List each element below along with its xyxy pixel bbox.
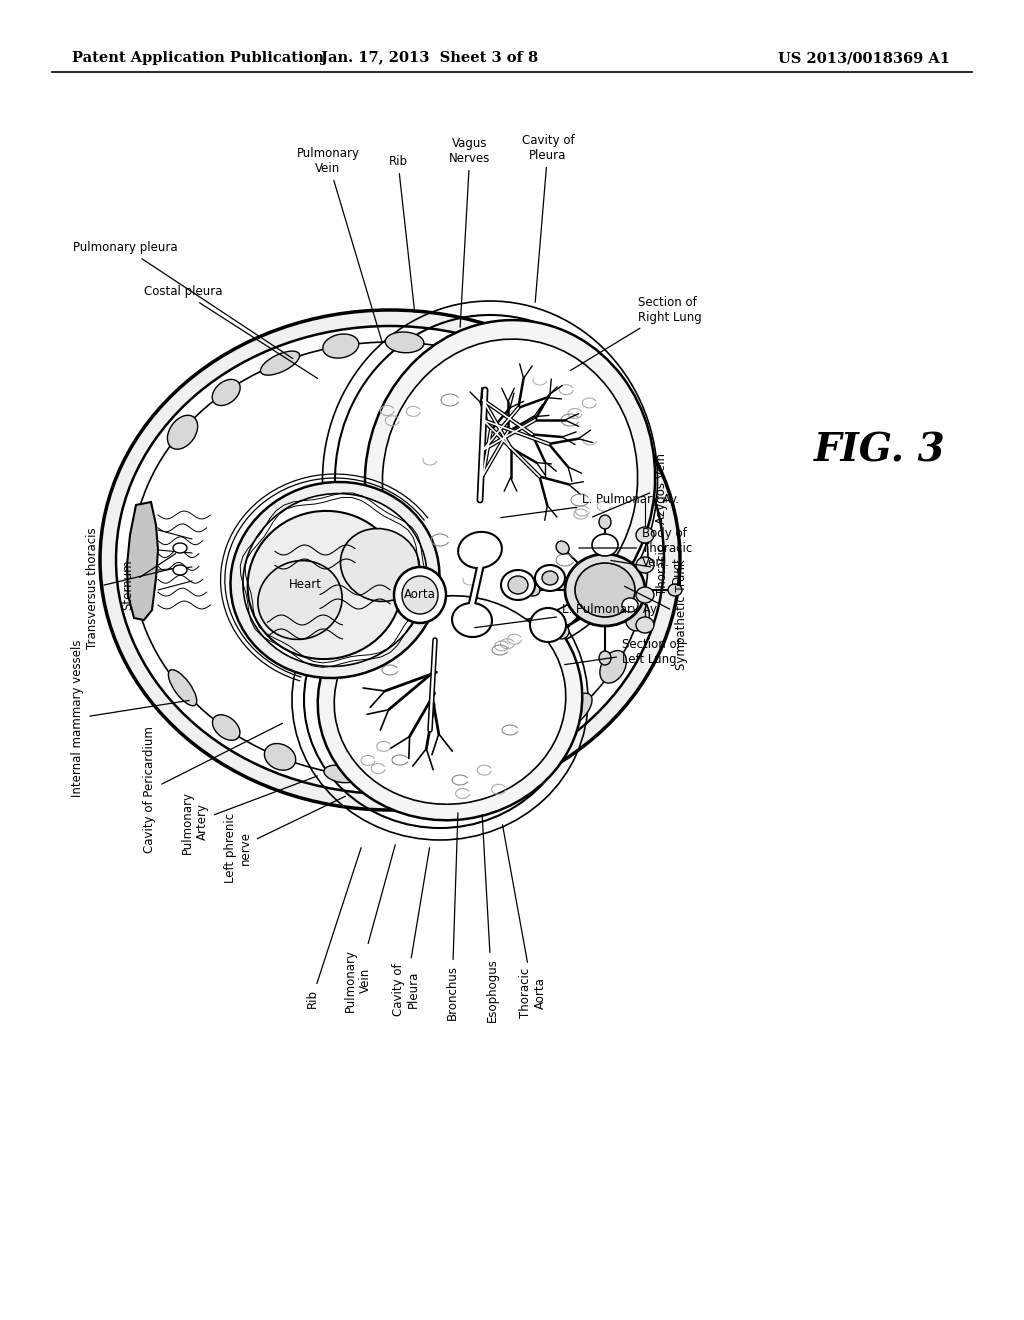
Text: Thoracic
Aorta: Thoracic Aorta (503, 825, 547, 1018)
Ellipse shape (556, 626, 569, 639)
Text: L. Pulmonary Ay.: L. Pulmonary Ay. (475, 603, 659, 627)
Text: Cavity of Pericardium: Cavity of Pericardium (143, 723, 283, 854)
Ellipse shape (668, 583, 682, 597)
Ellipse shape (599, 515, 611, 529)
Ellipse shape (382, 339, 638, 620)
Text: Aorta: Aorta (404, 589, 436, 602)
Text: L. Pulmonary Ay.: L. Pulmonary Ay. (501, 494, 679, 517)
Text: FIG. 3: FIG. 3 (814, 432, 946, 469)
Text: Sympathetic Trunk: Sympathetic Trunk (625, 560, 688, 671)
Ellipse shape (100, 310, 680, 810)
Ellipse shape (264, 743, 296, 770)
Ellipse shape (510, 733, 542, 756)
Ellipse shape (385, 766, 424, 789)
Ellipse shape (385, 331, 424, 352)
Text: Pulmonary pleura: Pulmonary pleura (74, 242, 293, 359)
Ellipse shape (636, 527, 654, 543)
Ellipse shape (212, 379, 241, 405)
Ellipse shape (452, 603, 492, 638)
Ellipse shape (542, 572, 558, 585)
Ellipse shape (600, 651, 627, 684)
Ellipse shape (560, 395, 590, 424)
Ellipse shape (501, 570, 535, 601)
Text: Section of
Right Lung: Section of Right Lung (570, 296, 701, 371)
Ellipse shape (453, 341, 482, 363)
Ellipse shape (365, 321, 655, 640)
Ellipse shape (402, 576, 438, 614)
Text: Azygos Vein: Azygos Vein (593, 453, 668, 524)
Ellipse shape (243, 494, 427, 667)
Text: Vagus
Nerves: Vagus Nerves (450, 137, 490, 327)
Ellipse shape (575, 564, 635, 616)
Ellipse shape (168, 669, 197, 706)
Text: Thoracic
Duct: Thoracic Duct (610, 545, 684, 595)
Text: Esophogus: Esophogus (482, 814, 499, 1022)
Ellipse shape (394, 568, 446, 623)
Ellipse shape (340, 528, 420, 602)
Ellipse shape (508, 576, 528, 594)
Text: Rib: Rib (305, 847, 361, 1008)
Ellipse shape (600, 436, 626, 471)
Text: Rib: Rib (388, 154, 415, 313)
Text: Pulmonary
Vein: Pulmonary Vein (344, 845, 395, 1012)
Ellipse shape (530, 609, 566, 642)
Ellipse shape (230, 482, 439, 678)
Ellipse shape (626, 602, 649, 631)
Text: Transversus thoracis: Transversus thoracis (85, 527, 172, 649)
Ellipse shape (248, 511, 402, 659)
Text: Section of
Left Lung: Section of Left Lung (565, 638, 681, 667)
Ellipse shape (212, 714, 240, 741)
Text: Body of
Thoracic
Vert.: Body of Thoracic Vert. (579, 527, 692, 569)
Text: Left phrenic
nerve: Left phrenic nerve (224, 796, 345, 883)
Polygon shape (127, 502, 158, 620)
Ellipse shape (636, 557, 654, 573)
Ellipse shape (334, 595, 566, 804)
Text: Bronchus: Bronchus (445, 813, 459, 1020)
Ellipse shape (173, 543, 187, 553)
Text: Heart: Heart (289, 578, 322, 591)
Ellipse shape (556, 541, 569, 554)
Ellipse shape (526, 583, 540, 597)
Ellipse shape (458, 532, 502, 568)
Ellipse shape (116, 326, 664, 795)
Ellipse shape (599, 651, 611, 665)
Ellipse shape (622, 598, 638, 612)
Text: Patent Application Publication: Patent Application Publication (72, 51, 324, 65)
Ellipse shape (132, 342, 648, 777)
Text: Pulmonary
Artery: Pulmonary Artery (181, 776, 317, 854)
Text: Cavity of
Pleura: Cavity of Pleura (392, 847, 429, 1016)
Text: Pulmonary
Vein: Pulmonary Vein (297, 147, 382, 342)
Ellipse shape (452, 756, 483, 779)
Ellipse shape (317, 579, 583, 820)
Text: Internal mammary vessels: Internal mammary vessels (72, 639, 189, 797)
Ellipse shape (168, 416, 198, 449)
Ellipse shape (260, 351, 300, 375)
Ellipse shape (636, 587, 654, 603)
Ellipse shape (558, 693, 592, 729)
Ellipse shape (510, 363, 541, 388)
Text: Jan. 17, 2013  Sheet 3 of 8: Jan. 17, 2013 Sheet 3 of 8 (322, 51, 539, 65)
Ellipse shape (627, 486, 647, 521)
Text: Costal pleura: Costal pleura (143, 285, 317, 379)
Text: Sternum: Sternum (122, 553, 176, 610)
Ellipse shape (535, 565, 565, 591)
Ellipse shape (636, 616, 654, 634)
Text: Cavity of
Pleura: Cavity of Pleura (521, 135, 574, 302)
Ellipse shape (173, 565, 187, 576)
Ellipse shape (323, 334, 358, 358)
Text: US 2013/0018369 A1: US 2013/0018369 A1 (778, 51, 950, 65)
Ellipse shape (258, 561, 342, 639)
Ellipse shape (592, 535, 618, 556)
Ellipse shape (565, 554, 645, 626)
Ellipse shape (324, 766, 357, 783)
